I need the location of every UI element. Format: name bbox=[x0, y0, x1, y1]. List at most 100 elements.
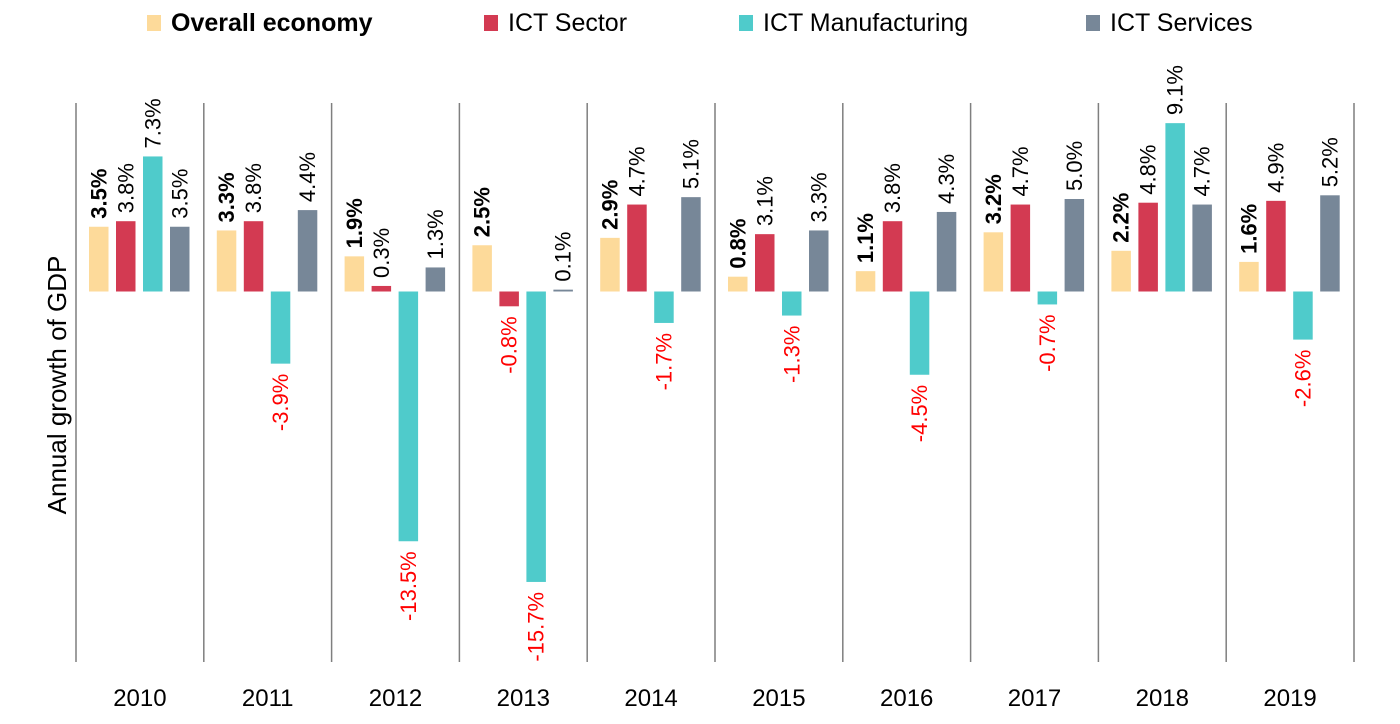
bar bbox=[1239, 261, 1259, 292]
bar bbox=[681, 197, 701, 292]
bar bbox=[1064, 199, 1085, 292]
x-tick-label: 2013 bbox=[497, 685, 550, 712]
data-label: 7.3% bbox=[140, 98, 165, 148]
data-label: 4.4% bbox=[295, 152, 320, 202]
bar bbox=[1138, 202, 1158, 292]
bar bbox=[472, 245, 492, 292]
data-label: -3.9% bbox=[268, 374, 293, 431]
data-label: 9.1% bbox=[1163, 65, 1188, 115]
bar bbox=[809, 230, 829, 292]
bar bbox=[1165, 123, 1185, 292]
legend-swatch bbox=[739, 15, 753, 31]
data-label: 1.3% bbox=[423, 209, 448, 259]
legend-swatch bbox=[147, 15, 161, 31]
bar bbox=[1320, 195, 1340, 292]
x-tick-label: 2015 bbox=[752, 685, 805, 712]
bar bbox=[983, 232, 1004, 292]
bar bbox=[116, 221, 136, 292]
legend-swatch bbox=[1086, 15, 1100, 31]
data-label: -0.8% bbox=[497, 316, 522, 373]
bar bbox=[143, 156, 163, 292]
bar bbox=[89, 226, 109, 292]
bar bbox=[170, 226, 190, 292]
x-tick-label: 2017 bbox=[1008, 685, 1061, 712]
x-tick-label: 2014 bbox=[624, 685, 677, 712]
data-label: 0.1% bbox=[551, 231, 576, 281]
bar bbox=[627, 204, 647, 292]
bar bbox=[499, 291, 519, 307]
bar bbox=[909, 291, 930, 375]
bar bbox=[1010, 204, 1031, 292]
bar bbox=[1111, 250, 1131, 292]
bar bbox=[425, 267, 446, 292]
bar bbox=[600, 237, 620, 292]
bar bbox=[855, 271, 876, 292]
data-label: 0.8% bbox=[725, 219, 750, 269]
legend-label: ICT Services bbox=[1110, 9, 1253, 37]
bar bbox=[755, 234, 775, 292]
legend-label: ICT Sector bbox=[508, 9, 627, 37]
bar bbox=[1192, 204, 1212, 292]
data-label: 1.9% bbox=[342, 198, 367, 248]
bar bbox=[398, 291, 419, 542]
bars bbox=[89, 123, 1340, 582]
data-label: 4.3% bbox=[934, 154, 959, 204]
data-label: 3.5% bbox=[86, 169, 111, 219]
bar bbox=[526, 291, 546, 582]
data-label: 0.3% bbox=[369, 228, 394, 278]
bar bbox=[782, 291, 802, 316]
y-axis-label: Annual growth of GDP bbox=[42, 256, 72, 515]
data-label: 3.8% bbox=[113, 163, 138, 213]
data-label: 1.1% bbox=[853, 213, 878, 263]
legend-label: Overall economy bbox=[171, 9, 373, 37]
data-label: 2.2% bbox=[1109, 193, 1134, 243]
data-label: 3.8% bbox=[241, 163, 266, 213]
bar bbox=[297, 210, 318, 292]
data-labels: 3.5% 3.8%7.3%3.5% 3.3% 3.8%-3.9%4.4%1.9%0.3… bbox=[86, 65, 1342, 662]
data-label: 2.5% bbox=[470, 187, 495, 237]
bar bbox=[216, 230, 237, 292]
x-tick-label: 2016 bbox=[880, 685, 933, 712]
data-label: 5.2% bbox=[1317, 137, 1342, 187]
x-tick-label: 2010 bbox=[113, 685, 166, 712]
legend: Overall economy ICT Sector ICT Manufacturi… bbox=[147, 9, 1253, 37]
x-tick-label: 2011 bbox=[242, 685, 294, 712]
bar bbox=[654, 291, 674, 323]
data-label: -13.5% bbox=[396, 551, 421, 621]
data-label: 5.1% bbox=[678, 139, 703, 189]
bar bbox=[344, 256, 365, 292]
data-label: 4.9% bbox=[1263, 143, 1288, 193]
data-label: 3.8% bbox=[880, 163, 905, 213]
data-label: -2.6% bbox=[1290, 350, 1315, 407]
bar bbox=[1266, 200, 1286, 292]
x-tick-label: 2019 bbox=[1263, 685, 1316, 712]
bar bbox=[1037, 291, 1058, 305]
bar bbox=[371, 285, 392, 292]
legend-swatch bbox=[484, 15, 498, 31]
data-label: 3.3% bbox=[214, 172, 239, 222]
bar bbox=[728, 276, 748, 292]
data-label: -0.7% bbox=[1035, 314, 1060, 371]
data-label: 3.2% bbox=[981, 174, 1006, 224]
data-label: 4.7% bbox=[624, 146, 649, 196]
bar bbox=[936, 211, 957, 292]
data-label: 3.1% bbox=[752, 176, 777, 226]
x-tick-label: 2018 bbox=[1136, 685, 1189, 712]
bar bbox=[270, 291, 291, 364]
bar bbox=[1293, 291, 1313, 340]
data-label: 4.8% bbox=[1136, 145, 1161, 195]
bar bbox=[882, 221, 903, 292]
data-label: -1.7% bbox=[651, 333, 676, 390]
x-tick-label: 2012 bbox=[369, 685, 422, 712]
data-label: 5.0% bbox=[1062, 141, 1087, 191]
data-label: -4.5% bbox=[907, 385, 932, 442]
data-label: 3.5% bbox=[167, 169, 192, 219]
data-label: 1.6% bbox=[1236, 204, 1261, 254]
bar bbox=[243, 221, 264, 292]
data-label: -15.7% bbox=[524, 592, 549, 662]
x-axis-tick-labels: 2010 2011 2012 2013 2014 2015 2016 2017 2018 2019 bbox=[113, 685, 1317, 712]
data-label: 3.3% bbox=[806, 172, 831, 222]
data-label: 4.7% bbox=[1008, 146, 1033, 196]
category-separators bbox=[75, 103, 1355, 662]
